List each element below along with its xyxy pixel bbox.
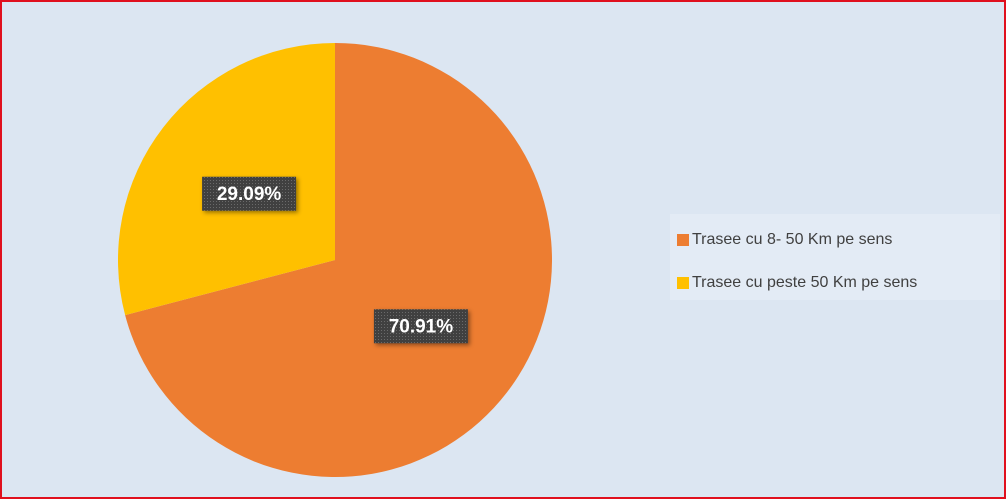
legend-swatch — [677, 234, 689, 246]
data-label: 29.09% — [217, 184, 282, 205]
data-label-box — [202, 176, 297, 211]
data-label: 70.91% — [389, 316, 454, 337]
pie-slice — [125, 43, 553, 477]
data-label-box — [373, 309, 468, 344]
legend-swatch — [677, 277, 689, 289]
legend-label: Trasee cu 8- 50 Km pe sens — [692, 231, 892, 248]
legend-box — [670, 214, 1000, 300]
legend-label: Trasee cu peste 50 Km pe sens — [692, 274, 917, 291]
